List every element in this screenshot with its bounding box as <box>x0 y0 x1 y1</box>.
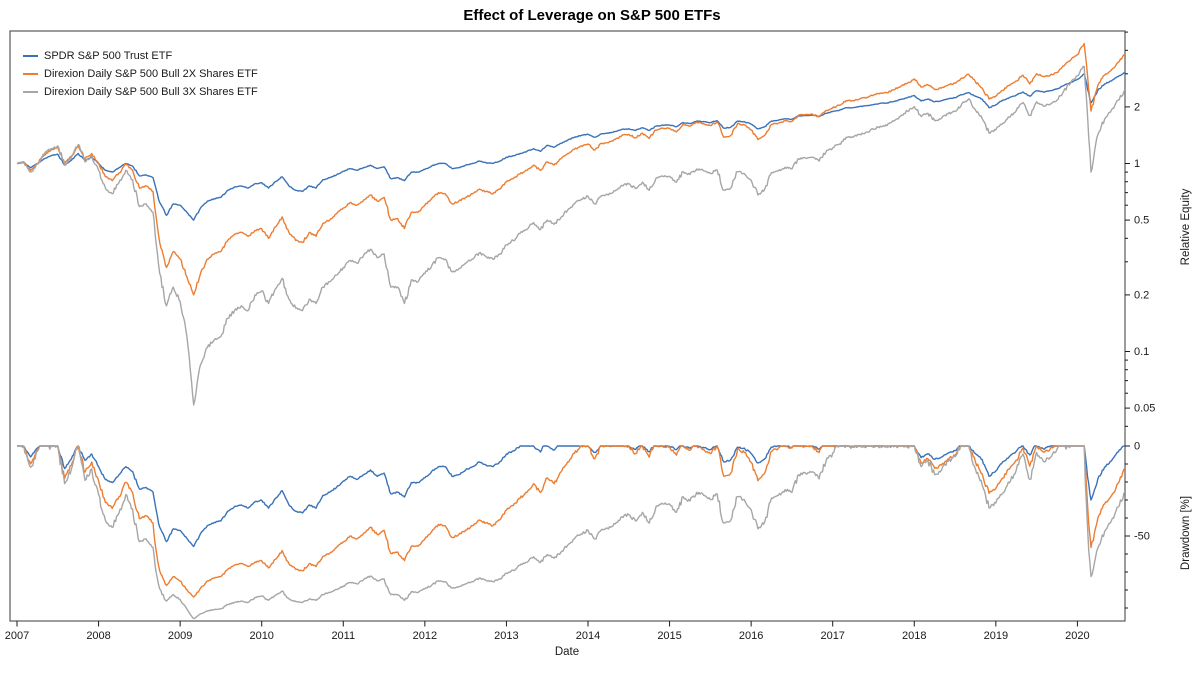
drawdown-line-spdr-1x <box>17 445 1125 548</box>
legend-label: Direxion Daily S&P 500 Bull 3X Shares ET… <box>44 86 258 98</box>
x-tick-label: 2014 <box>576 630 600 642</box>
x-axis-title-date: Date <box>554 646 580 658</box>
legend-label: SPDR S&P 500 Trust ETF <box>44 50 173 62</box>
drawdown-line-direxion-3x <box>17 445 1125 620</box>
y-tick-label: 0 <box>1134 441 1140 453</box>
y-tick-label: 0.05 <box>1134 403 1155 415</box>
legend-item-3x: Direxion Daily S&P 500 Bull 3X Shares ET… <box>23 83 258 101</box>
series-curves <box>16 42 1125 620</box>
legend-item-1x: SPDR S&P 500 Trust ETF <box>23 47 258 65</box>
x-axis: 2007 2008 2009 2010 2011 2012 2013 2014 2015 2016… <box>5 621 1090 642</box>
x-tick-label: 2019 <box>984 630 1008 642</box>
x-tick-label: 2009 <box>168 630 192 642</box>
legend-item-2x: Direxion Daily S&P 500 Bull 2X Shares ET… <box>23 65 258 83</box>
x-tick-label: 2011 <box>331 630 355 642</box>
y-tick-label: 0.1 <box>1134 346 1149 358</box>
x-tick-label: 2020 <box>1065 630 1089 642</box>
y-axis-drawdown: 0 -50 <box>1125 441 1150 609</box>
y-tick-label: -50 <box>1134 531 1150 543</box>
x-tick-label: 2015 <box>657 630 681 642</box>
x-tick-label: 2012 <box>413 630 437 642</box>
x-tick-label: 2008 <box>86 630 110 642</box>
y-tick-label: 2 <box>1134 101 1140 113</box>
drawdown-line-direxion-2x <box>17 445 1125 598</box>
y-tick-label: 0.5 <box>1134 215 1149 227</box>
plot-frame <box>9 30 1126 622</box>
equity-line-direxion-3x <box>16 65 1125 406</box>
legend: SPDR S&P 500 Trust ETF Direxion Daily S&… <box>23 47 258 101</box>
x-tick-label: 2016 <box>739 630 763 642</box>
equity-line-direxion-2x <box>16 42 1125 296</box>
x-tick-label: 2013 <box>494 630 518 642</box>
y-tick-label: 1 <box>1134 158 1140 170</box>
y-tick-label: 0.2 <box>1134 289 1149 301</box>
x-tick-label: 2018 <box>902 630 926 642</box>
equity-line-spdr-1x <box>16 71 1125 221</box>
legend-label: Direxion Daily S&P 500 Bull 2X Shares ET… <box>44 68 258 80</box>
chart-title: Effect of Leverage on S&P 500 ETFs <box>463 7 721 24</box>
legend-line-swatch-orange <box>23 72 38 76</box>
y-axis-title-drawdown: Drawdown [%] <box>1180 495 1192 571</box>
y-axis-relative-equity: 2 1 0.5 0.2 0.1 0.05 <box>1125 31 1155 427</box>
x-tick-label: 2007 <box>5 630 29 642</box>
x-tick-label: 2010 <box>249 630 273 642</box>
legend-line-swatch-gray <box>23 90 38 94</box>
y-axis-title-relative-equity: Relative Equity <box>1180 188 1192 266</box>
legend-line-swatch-blue <box>23 54 38 58</box>
x-tick-label: 2017 <box>820 630 844 642</box>
